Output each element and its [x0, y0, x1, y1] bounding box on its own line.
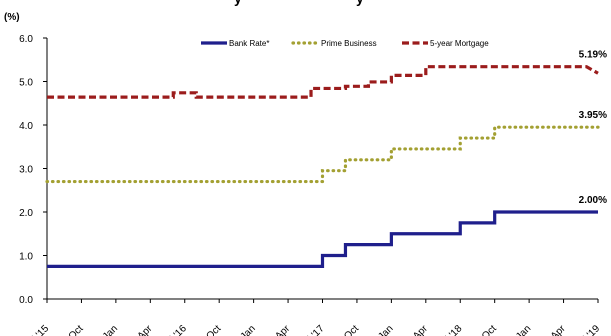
y-tick-label: 4.0 [19, 121, 33, 132]
y-axis: 0.0 1.0 2.0 3.0 4.0 5.0 6.0 [19, 34, 48, 306]
x-tick-label: Jul '19 [574, 323, 602, 336]
y-tick-label: 3.0 [19, 165, 33, 176]
x-tick-label: Oct [67, 323, 86, 336]
x-tick-label: Jan [101, 323, 120, 336]
end-value-label: 5.19% [579, 50, 607, 61]
series-lines [45, 65, 600, 268]
x-tick-label: Oct [480, 323, 499, 336]
x-tick-label: Jan [239, 323, 258, 336]
legend: Bank Rate* Prime Business 5-year Mortgage [201, 39, 489, 48]
x-tick-label: Jul '17 [299, 323, 327, 336]
x-tick-label: Apr [273, 323, 292, 336]
end-value-label: 3.95% [579, 110, 607, 121]
series-line-prime-business [45, 125, 600, 184]
legend-label: Prime Business [321, 39, 377, 48]
x-axis: Jul '15 Oct Jan Apr Jul '16 Oct Jan Apr Jul '17 O… [23, 298, 602, 336]
x-tick-label: Jul '18 [436, 323, 464, 336]
y-tick-label: 1.0 [19, 252, 33, 263]
legend-label: 5-year Mortgage [430, 39, 489, 48]
x-tick-label: Apr [136, 323, 155, 336]
y-tick-label: 5.0 [19, 78, 33, 89]
y-tick-label: 0.0 [19, 295, 33, 306]
x-tick-label: Apr [411, 323, 430, 336]
legend-label: Bank Rate* [229, 39, 269, 48]
x-tick-label: Jan [376, 323, 395, 336]
series-line-5-year-mortgage [47, 65, 599, 99]
y-tick-label: 6.0 [19, 34, 33, 45]
series-line-bank-rate [47, 210, 598, 268]
x-tick-label: Jul '16 [161, 323, 189, 336]
end-value-label: 2.00% [579, 195, 607, 206]
y-axis-unit-label: (%) [4, 12, 20, 23]
end-labels: 2.00% 3.95% 5.19% [579, 50, 607, 206]
x-tick-label: Jul '15 [23, 323, 51, 336]
x-tick-label: Apr [549, 323, 568, 336]
x-tick-label: Jan [514, 323, 533, 336]
y-tick-label: 2.0 [19, 208, 33, 219]
clipped-title-fragment: y [234, 0, 242, 6]
clipped-title-fragment: y [356, 0, 364, 6]
x-tick-label: Oct [205, 323, 224, 336]
x-tick-label: Oct [342, 323, 361, 336]
